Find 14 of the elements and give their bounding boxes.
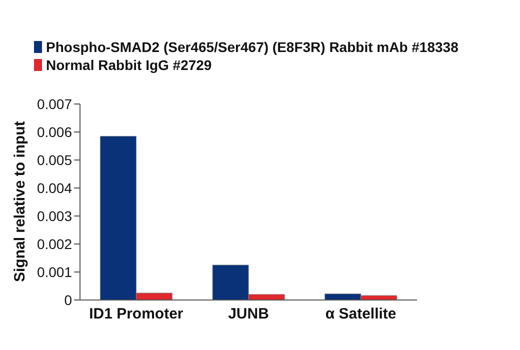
y-tick-label: 0 [64, 292, 72, 308]
x-tick-label: ID1 Promoter [89, 306, 184, 323]
y-tick-label: 0.007 [36, 96, 72, 112]
y-tick-label: 0.001 [36, 264, 72, 280]
legend-label: Normal Rabbit IgG #2729 [46, 56, 212, 74]
y-tick-label: 0.005 [36, 152, 72, 168]
y-axis-title: Signal relative to input [11, 121, 28, 282]
y-tick-label: 0.003 [36, 208, 72, 224]
x-tick-label: JUNB [228, 306, 270, 323]
y-tick-label: 0.006 [36, 124, 72, 140]
legend-label: Phospho-SMAD2 (Ser465/Ser467) (E8F3R) Rabbit mAb #18338 [46, 38, 458, 56]
y-tick-label: 0.002 [36, 236, 72, 252]
y-tick-label: 0.004 [36, 180, 72, 196]
x-tick-label: α Satellite [325, 306, 396, 323]
